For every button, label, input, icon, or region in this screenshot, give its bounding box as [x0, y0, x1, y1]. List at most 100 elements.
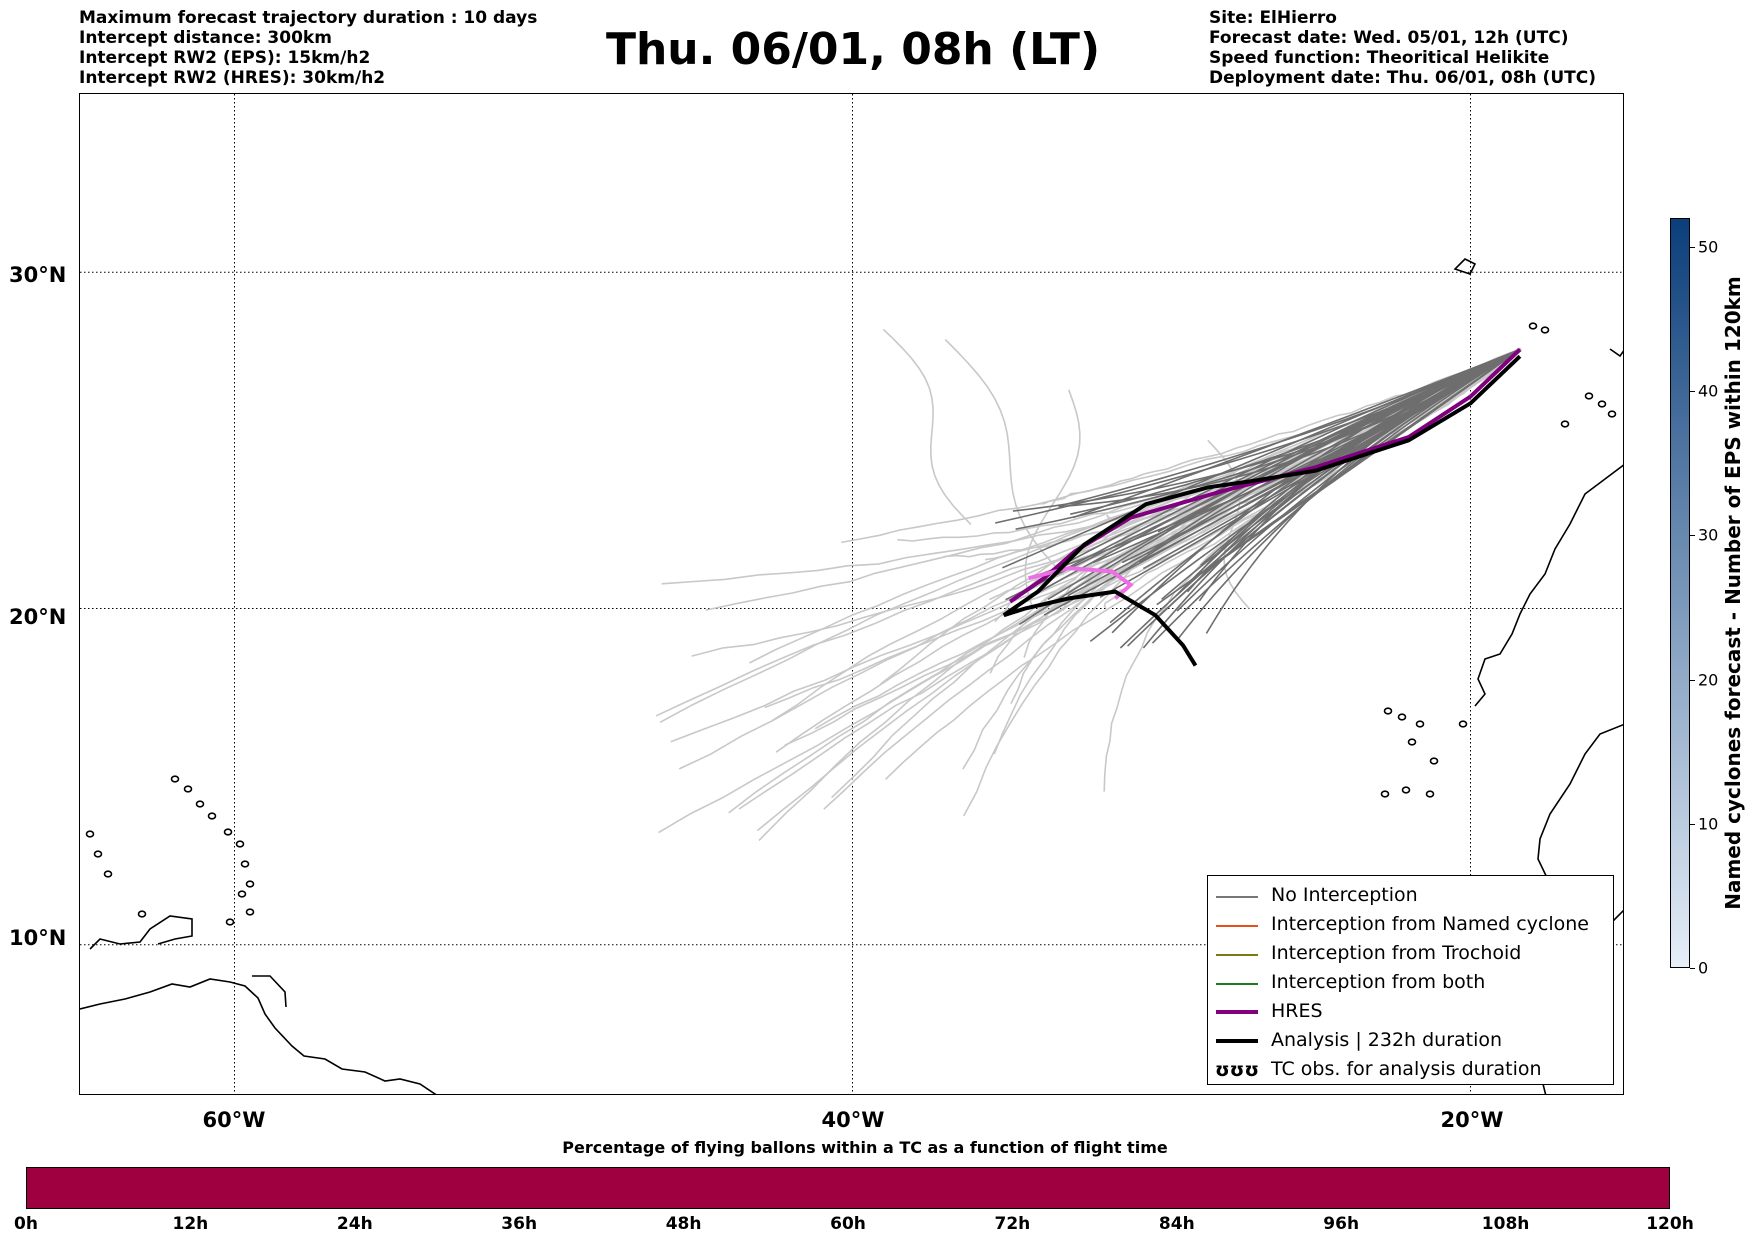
eps-trajectory	[995, 348, 1521, 524]
island	[1407, 738, 1417, 746]
colorbar-tick-label: 50	[1698, 237, 1719, 257]
island	[1380, 790, 1390, 798]
legend-item-trochoid: Interception from Trochoid	[1208, 940, 1613, 969]
colorbar-tick-mark	[1690, 968, 1695, 969]
island	[103, 870, 113, 878]
colorbar-tick-label: 24h	[336, 1214, 373, 1234]
lon-label-60w: 60°W	[202, 1108, 266, 1132]
eps-trajectory	[1039, 348, 1521, 576]
island	[245, 908, 255, 916]
eps-trajectory	[1121, 348, 1521, 564]
eps-trajectory	[758, 350, 1520, 841]
island	[1415, 720, 1425, 728]
legend-swatch	[1216, 925, 1258, 927]
legend-item-tc-obs: ʊʊʊ TC obs. for analysis duration	[1208, 1056, 1613, 1085]
hres-analysis-tracks	[1002, 348, 1522, 667]
coastline	[89, 915, 193, 950]
legend-label: Interception from Named cyclone	[1271, 913, 1589, 935]
island	[137, 910, 147, 918]
island	[170, 775, 180, 783]
colorbar-tick-mark	[1690, 246, 1695, 248]
eps-trajectory	[1024, 389, 1081, 609]
lat-label-10n: 10°N	[9, 926, 67, 950]
hres-track	[1008, 348, 1522, 604]
coastline	[80, 978, 437, 1094]
header-line: Speed function: Theoritical Helikite	[1209, 48, 1550, 68]
colorbar-tick-mark	[1690, 823, 1695, 825]
colorbar-tick-mark	[1690, 535, 1695, 537]
colorbar-eps-count	[1670, 218, 1690, 968]
eps-trajectory	[1073, 348, 1521, 519]
eps-trajectory	[882, 328, 972, 525]
header-info-right: Site: ElHierro Forecast date: Wed. 05/01…	[1209, 8, 1596, 88]
island	[223, 828, 233, 836]
lat-label-30n: 30°N	[9, 263, 67, 287]
island	[207, 812, 217, 820]
colorbar-tick-label: 10	[1698, 814, 1719, 834]
lat-label-20n: 20°N	[9, 605, 67, 629]
legend-label: TC obs. for analysis duration	[1271, 1058, 1542, 1080]
map-legend: No Interception Interception from Named …	[1207, 875, 1614, 1085]
eps-trajectories-no-interception	[995, 348, 1521, 649]
island	[240, 860, 250, 868]
eps-trajectory	[1047, 348, 1521, 600]
legend-item-hres: HRES	[1208, 998, 1613, 1027]
colorbar-tick-label: 30	[1698, 525, 1719, 545]
colorbar-tick-mark	[1690, 679, 1695, 681]
header-line: Intercept distance: 300km	[79, 28, 332, 48]
analysis-track	[1002, 354, 1522, 667]
legend-label: HRES	[1271, 1000, 1323, 1022]
legend-item-no-interception: No Interception	[1208, 882, 1613, 911]
legend-label: Interception from Trochoid	[1271, 942, 1522, 964]
island	[225, 918, 235, 926]
island	[1401, 786, 1411, 794]
legend-swatch	[1216, 954, 1258, 956]
colorbar-tick-label: 36h	[501, 1214, 538, 1234]
header-line: Maximum forecast trajectory duration : 1…	[79, 8, 538, 28]
legend-swatch	[1216, 1039, 1258, 1043]
legend-item-analysis: Analysis | 232h duration	[1208, 1027, 1613, 1056]
colorbar-flight-time	[26, 1167, 1670, 1209]
map-canvas[interactable]	[80, 94, 1624, 1095]
island	[1429, 757, 1439, 765]
eps-trajectory	[1015, 348, 1521, 530]
coastline	[1474, 464, 1623, 707]
header-line: Intercept RW2 (HRES): 30km/h2	[79, 68, 386, 88]
legend-label: No Interception	[1271, 884, 1418, 906]
island	[1397, 713, 1407, 721]
header-line: Intercept RW2 (EPS): 15km/h2	[79, 48, 371, 68]
colorbar-tick-label: 12h	[172, 1214, 209, 1234]
map-panel[interactable]	[79, 93, 1624, 1095]
coastline	[252, 975, 287, 1008]
header-line: Deployment date: Thu. 06/01, 08h (UTC)	[1209, 68, 1596, 88]
colorbar-tick-mark	[1690, 391, 1695, 393]
legend-item-both: Interception from both	[1208, 969, 1613, 998]
header-line: Site: ElHierro	[1209, 8, 1337, 28]
island	[1560, 420, 1570, 428]
colorbar-right-label: Named cyclones forecast - Number of EPS …	[1721, 276, 1745, 910]
legend-swatch	[1216, 896, 1258, 898]
legend-label: Analysis | 232h duration	[1271, 1029, 1503, 1051]
island	[235, 840, 245, 848]
coastline	[1609, 348, 1623, 358]
legend-label: Interception from both	[1271, 971, 1486, 993]
island	[1458, 720, 1468, 728]
island	[245, 880, 255, 888]
colorbar-tick-label: 60h	[830, 1214, 866, 1234]
graticule	[80, 94, 1623, 1094]
island	[237, 890, 247, 898]
island	[1597, 400, 1607, 408]
island	[93, 850, 103, 858]
colorbar-tick-label: 40	[1698, 381, 1719, 401]
coastlines	[80, 258, 1623, 1094]
colorbar-tick-label: 72h	[994, 1214, 1031, 1234]
lon-label-40w: 40°W	[821, 1108, 885, 1132]
colorbar-tick-label: 96h	[1323, 1214, 1360, 1234]
colorbar-bottom-label: Percentage of flying ballons within a TC…	[562, 1138, 1168, 1157]
lon-label-20w: 20°W	[1440, 1108, 1504, 1132]
colorbar-tick-label: 0	[1698, 958, 1709, 978]
eps-trajectory	[841, 349, 1520, 544]
coastline	[1453, 258, 1477, 275]
island	[183, 785, 193, 793]
legend-item-named-cyclone: Interception from Named cyclone	[1208, 911, 1613, 940]
